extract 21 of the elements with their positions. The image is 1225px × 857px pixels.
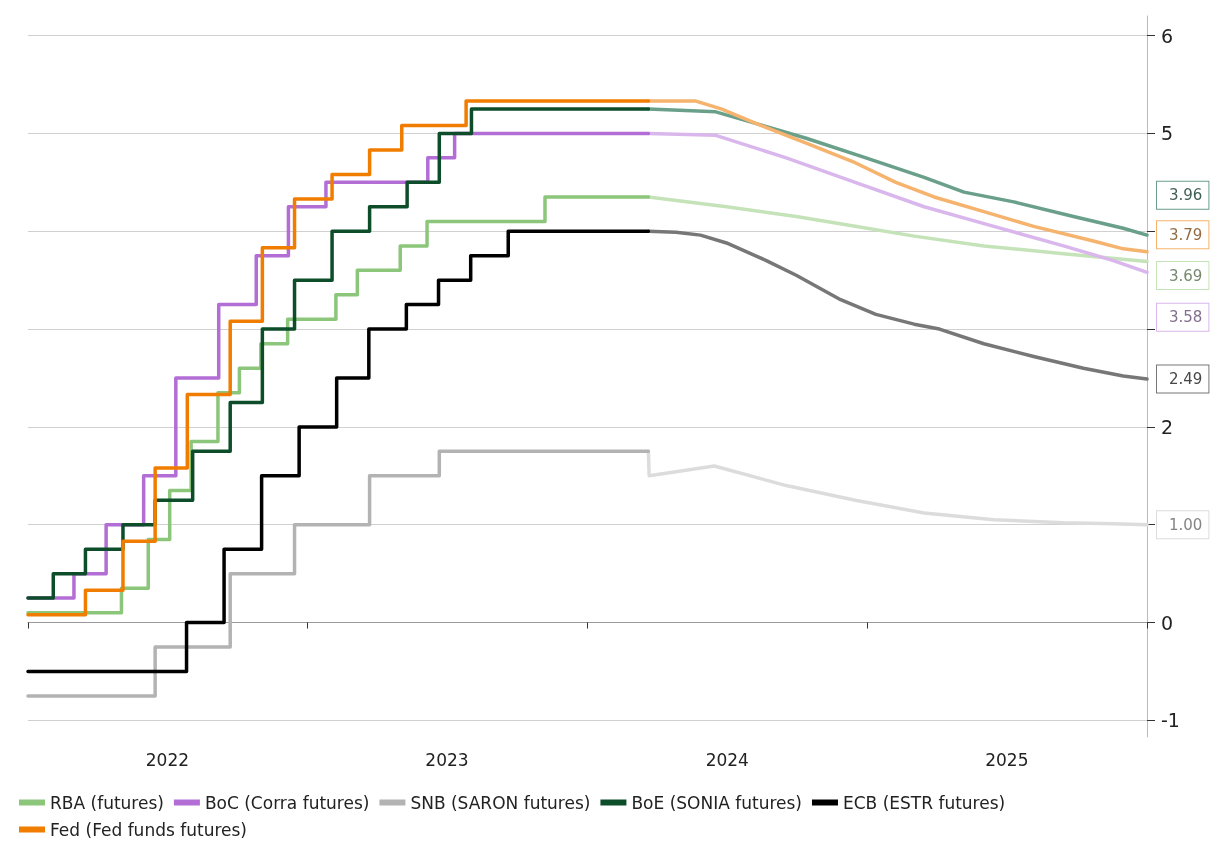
legend-label: RBA (futures) <box>50 792 164 813</box>
y-tick-label: 0 <box>1161 611 1174 634</box>
x-tick-label: 2022 <box>145 749 190 770</box>
data-label: 3.96 <box>1169 186 1203 205</box>
legend-label: SNB (SARON futures) <box>410 792 591 813</box>
data-label: 3.58 <box>1169 308 1203 327</box>
x-tick-label: 2025 <box>985 749 1029 770</box>
x-tick-label: 2024 <box>705 749 749 770</box>
legend-label: BoE (SONIA futures) <box>631 792 802 813</box>
data-label: 2.49 <box>1169 369 1203 388</box>
x-tick-label: 2023 <box>425 749 469 770</box>
data-label: 3.79 <box>1169 225 1203 244</box>
legend-label: ECB (ESTR futures) <box>842 792 1006 813</box>
legend-label: BoC (Corra futures) <box>204 792 370 813</box>
legend-label: Fed (Fed funds futures) <box>50 819 247 840</box>
data-label: 3.69 <box>1169 266 1203 285</box>
y-tick-label: 6 <box>1161 24 1174 47</box>
y-tick-label: -1 <box>1161 709 1180 732</box>
data-label: 1.00 <box>1169 515 1203 534</box>
y-tick-label: 2 <box>1161 415 1174 438</box>
y-tick-label: 5 <box>1161 122 1174 145</box>
